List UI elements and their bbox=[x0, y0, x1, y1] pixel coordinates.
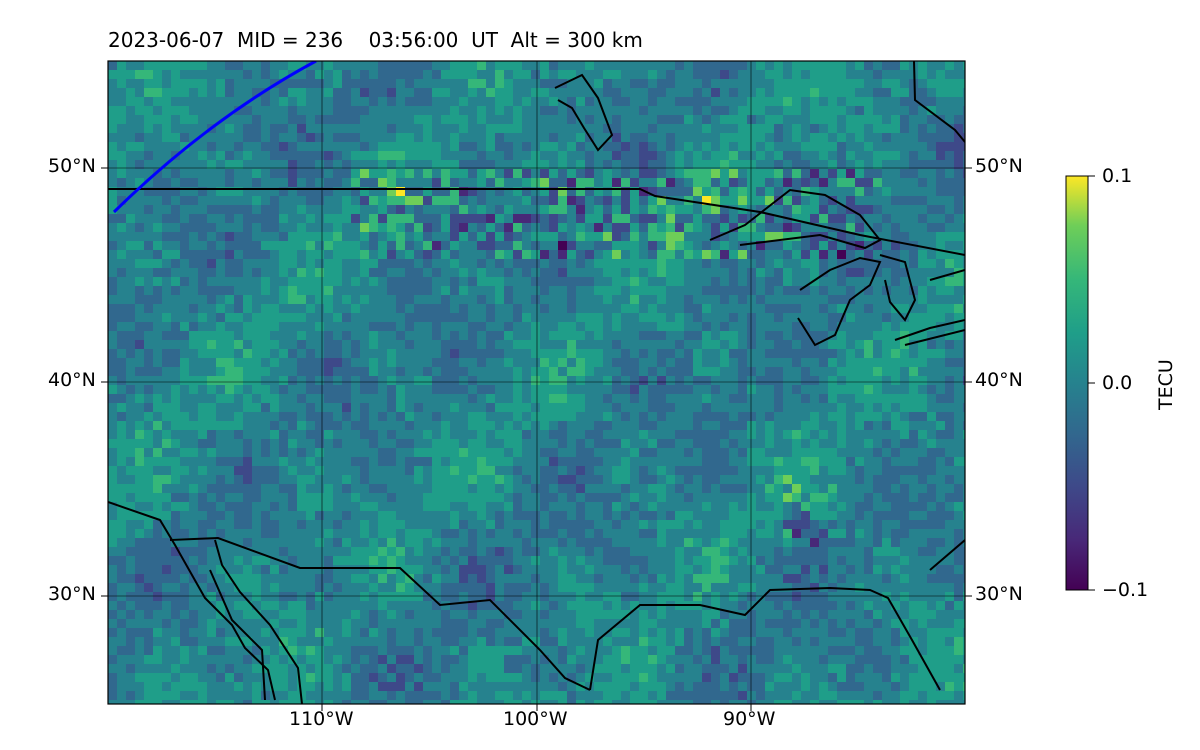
colorbar-ticks bbox=[1088, 175, 1095, 591]
lat-label-40n-right: 40°N bbox=[975, 369, 1023, 391]
lon-label-90w: 90°W bbox=[723, 708, 776, 730]
colorbar-tick-zero: 0.0 bbox=[1102, 372, 1133, 394]
great-lakes-superior bbox=[709, 188, 882, 250]
colorbar bbox=[1065, 175, 1089, 591]
lat-label-50n-left: 50°N bbox=[48, 155, 96, 177]
great-lakes-ontario bbox=[904, 329, 965, 346]
map-gridlines bbox=[108, 61, 965, 704]
baja-inner bbox=[209, 569, 266, 701]
map-title: 2023-06-07 MID = 236 03:56:00 UT Alt = 3… bbox=[108, 28, 643, 52]
us-mexico-border bbox=[169, 536, 591, 691]
lon-label-100w: 100°W bbox=[503, 708, 568, 730]
great-lakes-erie bbox=[894, 319, 965, 341]
pacific-coast bbox=[108, 501, 276, 701]
florida-east bbox=[929, 539, 965, 571]
tec-heatmap bbox=[108, 61, 965, 704]
terminator-line bbox=[112, 61, 317, 214]
lat-label-50n-right: 50°N bbox=[975, 155, 1023, 177]
lake-east bbox=[929, 269, 965, 281]
lat-label-30n-left: 30°N bbox=[48, 583, 96, 605]
great-lakes-michigan bbox=[797, 256, 882, 347]
axis-ticks bbox=[101, 167, 972, 711]
baja-coast bbox=[214, 539, 303, 704]
lat-label-40n-left: 40°N bbox=[48, 369, 96, 391]
coastlines bbox=[108, 61, 965, 704]
hudson-bay-coast bbox=[554, 73, 614, 152]
great-lakes-huron bbox=[879, 254, 917, 322]
lat-label-30n-right: 30°N bbox=[975, 583, 1023, 605]
colorbar-tick-max: 0.1 bbox=[1102, 165, 1133, 187]
gulf-coast bbox=[589, 586, 941, 691]
north-coast bbox=[913, 61, 965, 143]
colorbar-label: TECU bbox=[1155, 359, 1177, 410]
lon-label-110w: 110°W bbox=[289, 708, 354, 730]
colorbar-tick-min: −0.1 bbox=[1102, 579, 1149, 601]
